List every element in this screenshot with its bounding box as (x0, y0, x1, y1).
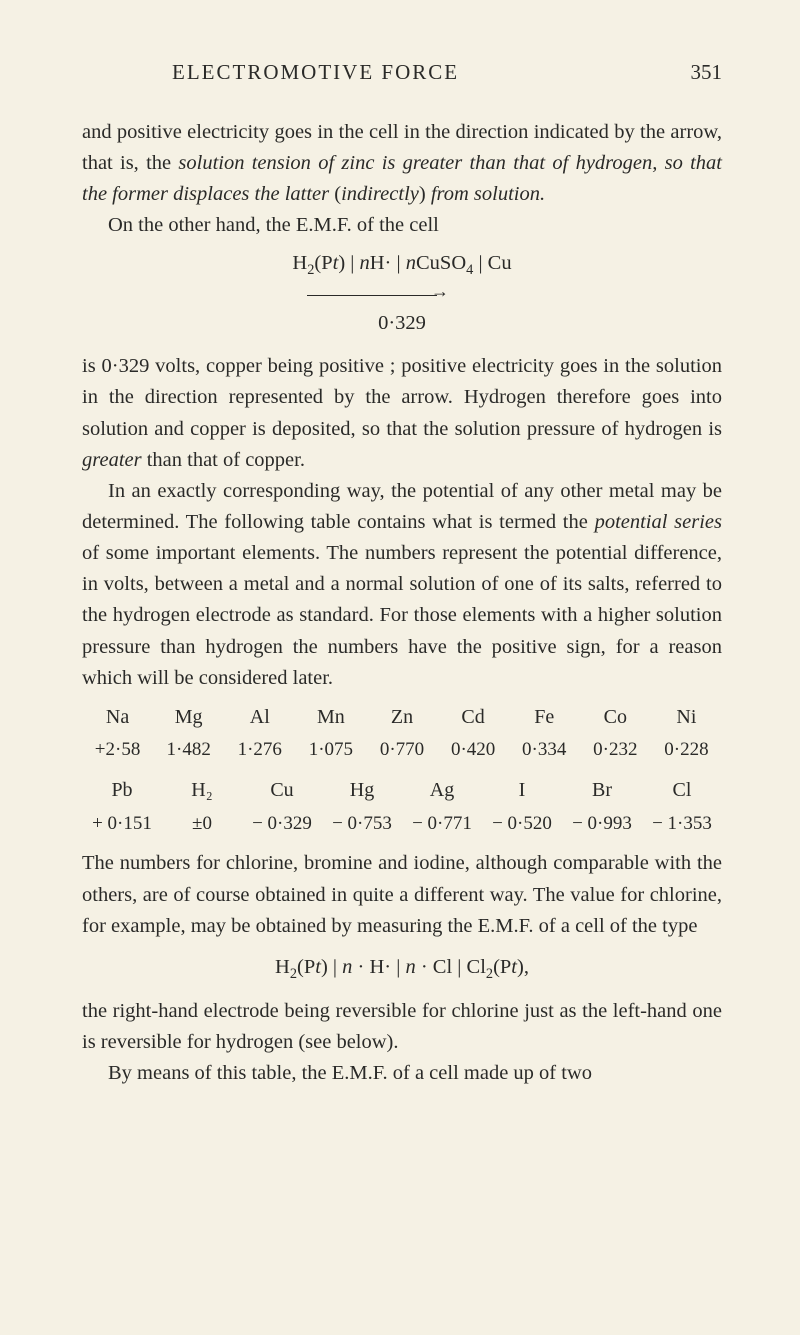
table-2-values: + 0·151 ±0 − 0·329 − 0·753 − 0·771 − 0·5… (82, 810, 722, 839)
paragraph-2: On the other hand, the E.M.F. of the cel… (82, 210, 722, 241)
table-1-header: Na Mg Al Mn Zn Cd Fe Co Ni (82, 702, 722, 732)
table-1-values: +2·58 1·482 1·276 1·075 0·770 0·420 0·33… (82, 736, 722, 765)
body-text: and positive electricity goes in the cel… (82, 117, 722, 1089)
page-header: ELECTROMOTIVE FORCE 351 (82, 60, 722, 85)
paragraph-7: By means of this table, the E.M.F. of a … (82, 1058, 722, 1089)
formula-value-1: 0·329 (82, 308, 722, 339)
formula-1: H2(Pt) | nH· | nCuSO4 | Cu (82, 248, 722, 282)
page-number: 351 (691, 60, 723, 85)
paragraph-5: The numbers for chlorine, bromine and io… (82, 848, 722, 941)
paragraph-6: the right-hand electrode being reversibl… (82, 996, 722, 1058)
formula-arrow (82, 284, 722, 307)
paragraph-1: and positive electricity goes in the cel… (82, 117, 722, 210)
formula-2: H2(Pt) | n · H· | n · Cl | Cl2(Pt), (82, 952, 722, 986)
paragraph-3: is 0·329 volts, copper being positive ; … (82, 351, 722, 476)
paragraph-4: In an exactly corresponding way, the pot… (82, 476, 722, 694)
header-title: ELECTROMOTIVE FORCE (172, 60, 459, 85)
table-2-header: Pb H₂ Cu Hg Ag I Br Cl (82, 775, 722, 805)
